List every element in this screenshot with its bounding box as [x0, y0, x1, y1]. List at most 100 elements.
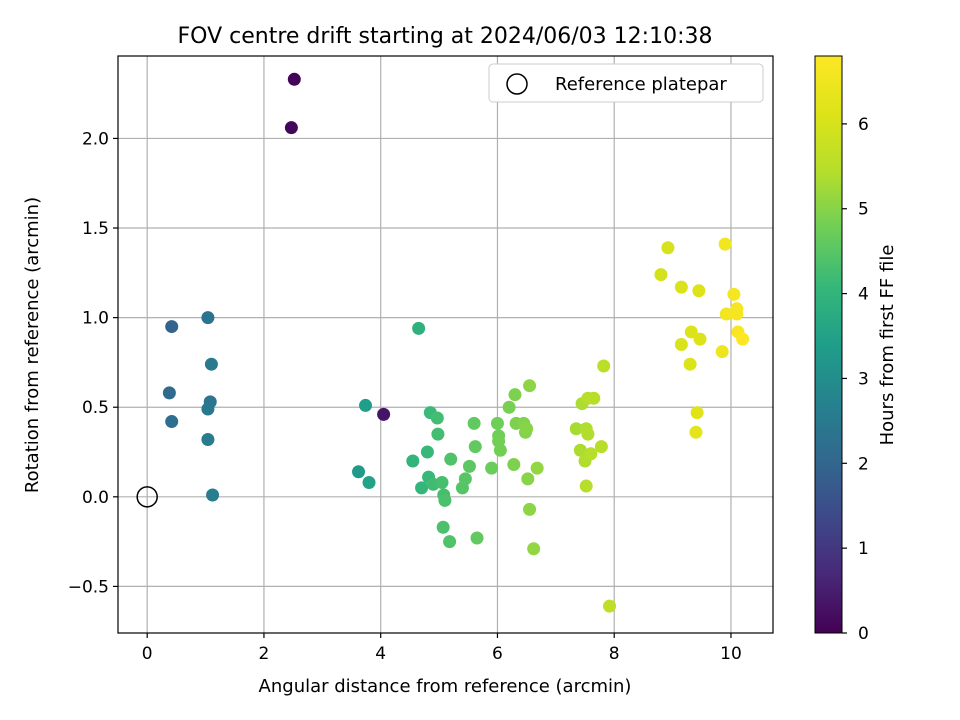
data-point	[359, 398, 373, 412]
reference-point	[136, 486, 158, 508]
data-point	[201, 311, 215, 325]
colorbar-tick-label: 4	[858, 285, 869, 305]
data-point	[493, 443, 507, 457]
colorbar: 0 1 2 3 4 5 6 Hours from first FF file	[814, 55, 898, 644]
data-point	[458, 472, 472, 486]
x-tick-label: 2	[259, 644, 270, 664]
data-point	[468, 440, 482, 454]
data-point	[521, 472, 535, 486]
data-point	[527, 542, 541, 556]
data-point	[444, 452, 458, 466]
data-point	[569, 422, 583, 436]
data-point	[420, 445, 434, 459]
data-point	[165, 320, 179, 334]
colorbar-tick-label: 1	[858, 539, 869, 559]
data-point	[436, 520, 450, 534]
x-tick-label: 10	[720, 644, 742, 664]
x-tick-label: 8	[609, 644, 620, 664]
data-point	[579, 479, 593, 493]
y-axis-label: Rotation from reference (arcmin)	[22, 197, 43, 493]
x-axis-ticks: 0 2 4 6 8 10	[142, 633, 742, 664]
data-point	[520, 422, 534, 436]
data-point	[594, 440, 608, 454]
data-point	[719, 307, 733, 321]
y-tick-label: 0.0	[82, 488, 109, 508]
data-point	[715, 345, 729, 359]
data-point	[377, 407, 391, 421]
colorbar-tick-label: 5	[858, 200, 869, 220]
reference-marker	[136, 486, 158, 508]
data-point	[690, 406, 704, 420]
legend-box	[488, 63, 764, 103]
data-point	[603, 599, 617, 613]
colorbar-tick-label: 3	[858, 369, 869, 389]
x-tick-label: 6	[492, 644, 503, 664]
data-point	[581, 427, 595, 441]
chart-title: FOV centre drift starting at 2024/06/03 …	[178, 24, 713, 49]
data-point	[162, 386, 176, 400]
y-tick-label: 2.0	[82, 129, 109, 149]
data-point	[584, 447, 598, 461]
data-point	[438, 493, 452, 507]
data-point	[661, 241, 675, 255]
data-point	[467, 416, 481, 430]
x-axis-label: Angular distance from reference (arcmin)	[259, 676, 632, 697]
data-point	[587, 391, 601, 405]
data-point	[597, 359, 611, 373]
data-point	[287, 72, 301, 86]
data-point	[201, 432, 215, 446]
data-point	[430, 411, 444, 425]
data-point	[727, 287, 741, 301]
grid-lines	[118, 56, 773, 633]
data-point	[204, 357, 218, 371]
data-point	[462, 459, 476, 473]
data-point	[435, 475, 449, 489]
x-tick-label: 4	[375, 644, 386, 664]
data-point	[693, 332, 707, 346]
data-point	[684, 325, 698, 339]
data-point	[718, 237, 732, 251]
data-point	[470, 531, 484, 545]
data-point	[507, 458, 521, 472]
colorbar-gradient	[814, 55, 843, 634]
data-point	[508, 388, 522, 402]
data-point	[362, 475, 376, 489]
data-point	[573, 443, 587, 457]
data-point	[352, 465, 366, 479]
data-point	[206, 488, 220, 502]
y-axis-ticks: −0.5 0.0 0.5 1.0 1.5 2.0	[68, 129, 118, 597]
data-point	[412, 321, 426, 335]
data-point	[502, 400, 516, 414]
x-tick-label: 0	[142, 644, 153, 664]
colorbar-tick-label: 2	[858, 454, 869, 474]
y-tick-label: 0.5	[82, 398, 109, 418]
plot-frame	[117, 55, 774, 634]
data-points	[162, 72, 750, 613]
data-point	[406, 454, 420, 468]
y-tick-label: 1.0	[82, 309, 109, 329]
colorbar-label: Hours from first FF file	[877, 245, 898, 446]
data-point	[523, 502, 537, 516]
colorbar-ticks: 0 1 2 3 4 5 6	[842, 115, 869, 644]
data-point	[284, 121, 298, 135]
data-point	[730, 307, 744, 321]
colorbar-tick-label: 0	[858, 624, 869, 644]
legend-marker-reference	[506, 73, 528, 95]
data-point	[485, 461, 499, 475]
data-point	[165, 415, 179, 429]
data-point	[674, 338, 688, 351]
data-point	[654, 268, 668, 282]
data-point	[689, 425, 703, 439]
legend: Reference platepar	[488, 63, 764, 103]
data-point	[530, 461, 544, 475]
data-point	[736, 332, 750, 346]
data-point	[443, 535, 457, 549]
y-tick-label: 1.5	[82, 219, 109, 239]
data-point	[692, 284, 706, 298]
y-tick-label: −0.5	[68, 577, 109, 597]
data-point	[201, 402, 215, 416]
data-point	[431, 427, 445, 441]
data-point	[415, 481, 429, 495]
colorbar-tick-label: 6	[858, 115, 869, 135]
